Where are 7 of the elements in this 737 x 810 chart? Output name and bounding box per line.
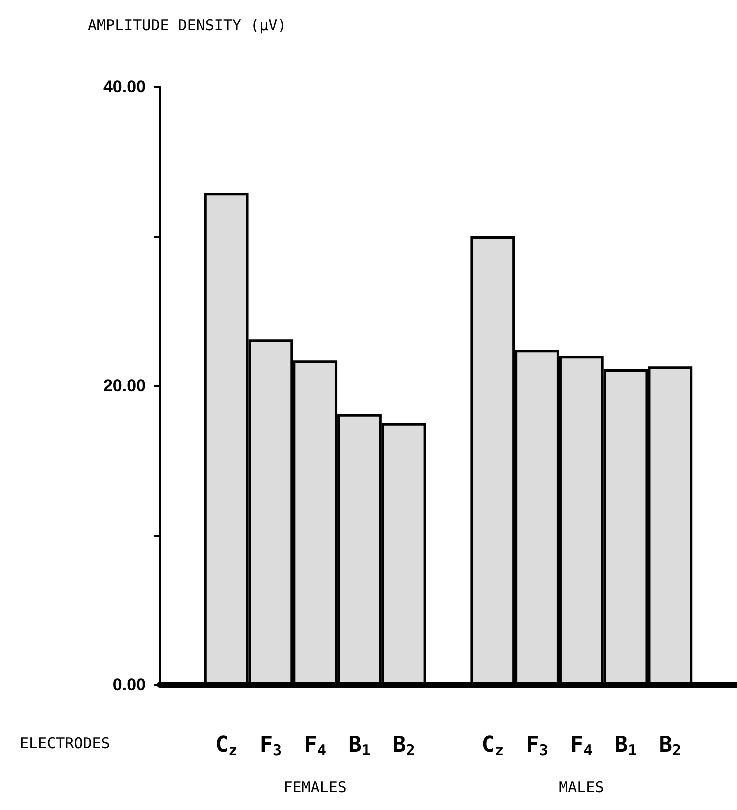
- text: MALES: [559, 778, 604, 796]
- y-tick-label: 20.00: [103, 376, 146, 396]
- y-axis-title: AMPLITUDE DENSITY (μV): [88, 16, 287, 34]
- y-tick-label: 0.00: [112, 676, 146, 694]
- text: FEMALES: [284, 778, 347, 796]
- x-axis-title: ELECTRODES: [20, 734, 110, 752]
- y-tick-label: 40.00: [103, 78, 146, 96]
